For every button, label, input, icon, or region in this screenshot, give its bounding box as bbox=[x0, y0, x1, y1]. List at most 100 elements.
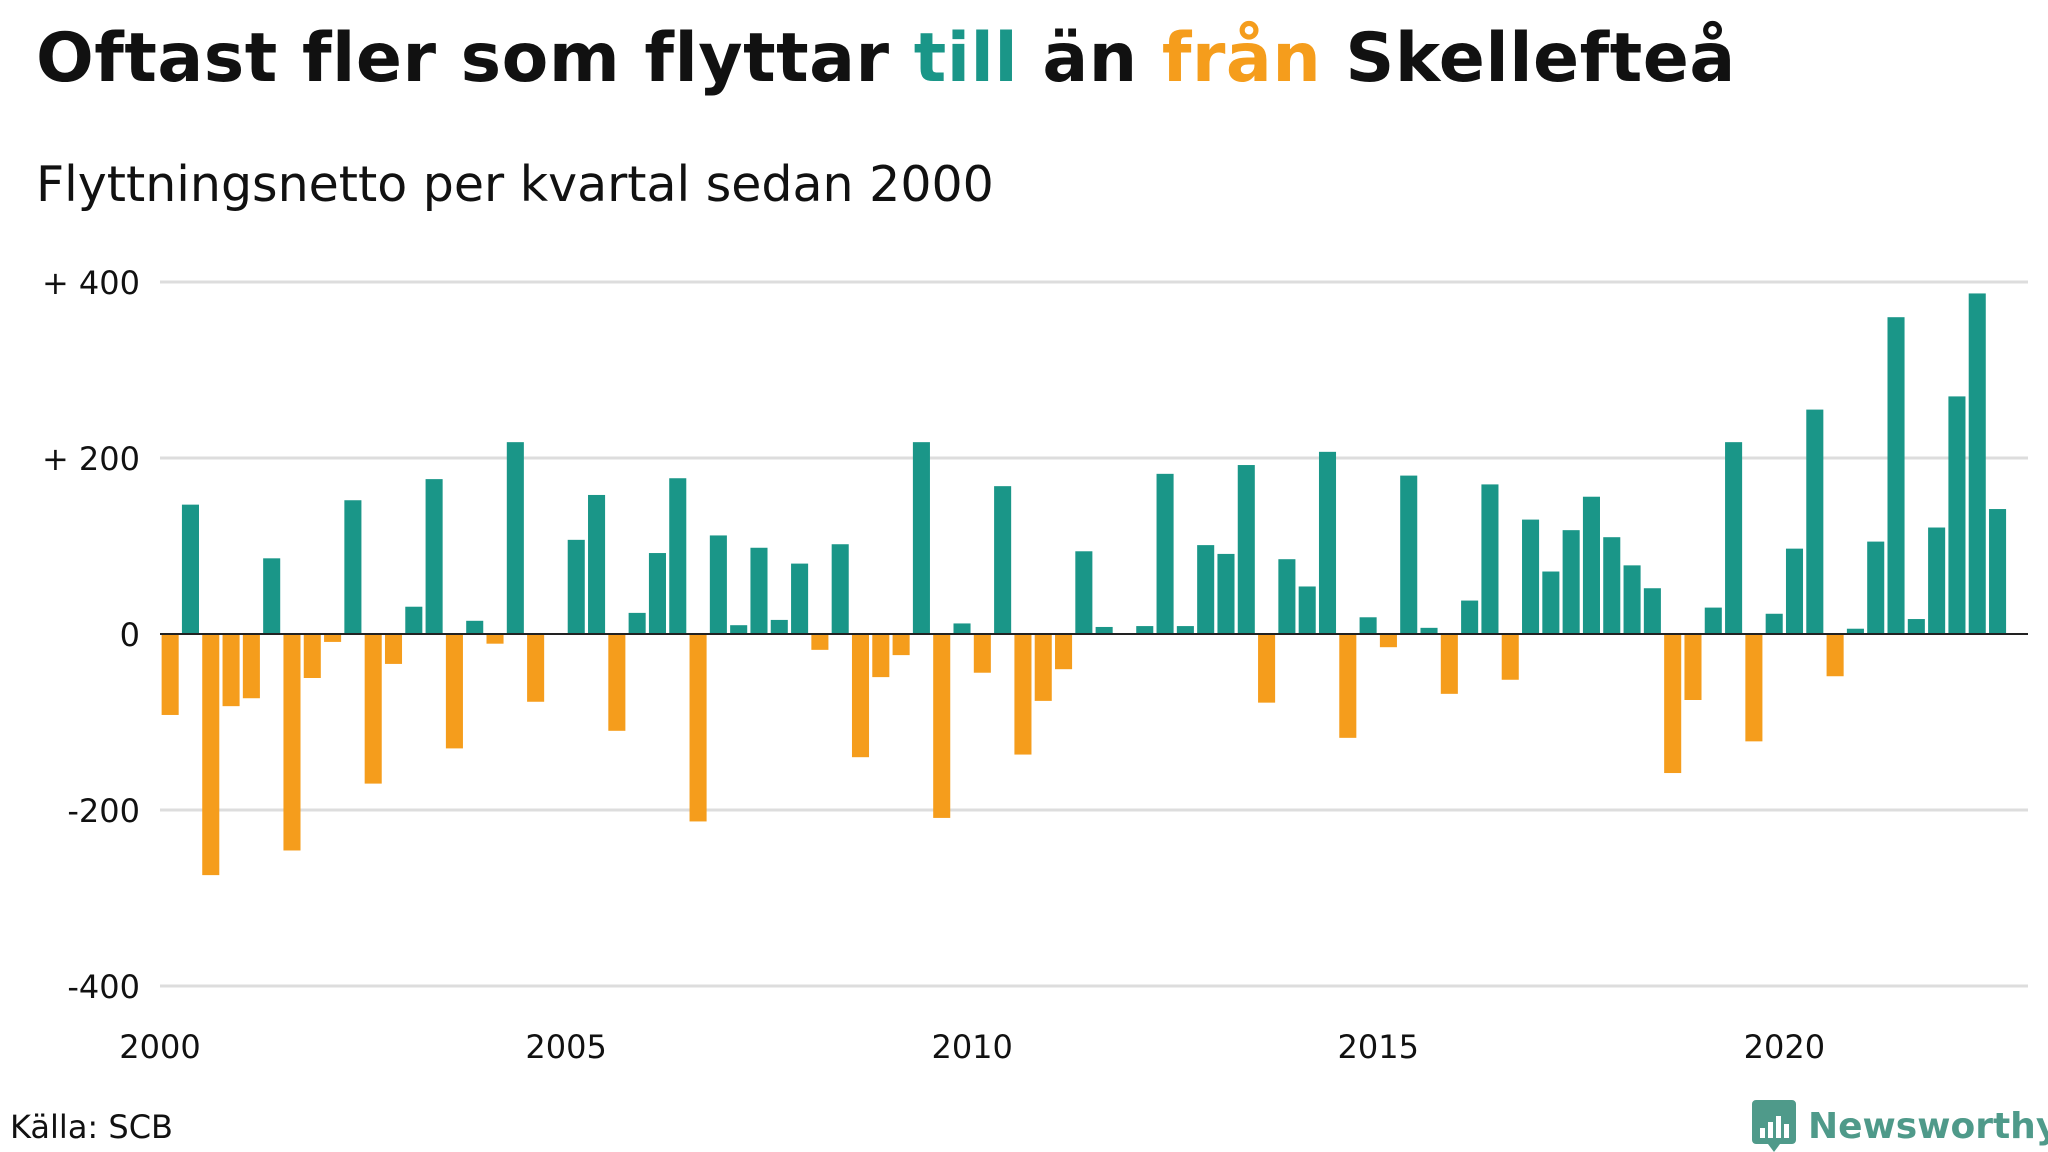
chart-subtitle: Flyttningsnetto per kvartal sedan 2000 bbox=[36, 156, 994, 213]
bar bbox=[344, 500, 362, 634]
y-tick-label: + 200 bbox=[42, 440, 140, 478]
bar bbox=[1643, 588, 1661, 634]
bar bbox=[791, 563, 809, 634]
bar bbox=[628, 612, 646, 634]
bar bbox=[1725, 442, 1743, 634]
title-part-3: Skellefteå bbox=[1321, 19, 1736, 98]
bar bbox=[405, 606, 423, 634]
gridlines bbox=[160, 280, 2028, 988]
bar bbox=[466, 620, 484, 634]
bar bbox=[1887, 317, 1905, 634]
bar bbox=[1339, 634, 1357, 738]
bar bbox=[263, 558, 281, 634]
y-tick-label: -200 bbox=[67, 792, 140, 830]
bar bbox=[588, 494, 606, 634]
bar bbox=[608, 634, 626, 731]
bar bbox=[181, 504, 199, 634]
bar bbox=[831, 544, 849, 634]
bars bbox=[161, 293, 2007, 876]
bar bbox=[1785, 548, 1804, 634]
y-tick-label: + 400 bbox=[42, 264, 140, 302]
chart-title: Oftast fler som flyttar till än från Ske… bbox=[36, 18, 1736, 100]
bar bbox=[222, 634, 240, 707]
brand-logo[interactable]: Newsworthy bbox=[1752, 1100, 2048, 1152]
bar bbox=[648, 553, 666, 634]
chart-bubble-icon bbox=[1752, 1100, 1796, 1152]
bar bbox=[689, 634, 707, 822]
bar bbox=[303, 634, 321, 678]
source-note: Källa: SCB bbox=[10, 1108, 173, 1146]
bar bbox=[1420, 627, 1438, 634]
bar bbox=[1258, 634, 1276, 703]
bar bbox=[994, 486, 1012, 634]
bar bbox=[283, 634, 301, 851]
bar bbox=[1237, 465, 1255, 634]
bar bbox=[1136, 626, 1154, 634]
bar bbox=[1278, 559, 1296, 634]
bar bbox=[567, 539, 585, 634]
bar bbox=[1907, 619, 1925, 634]
bar bbox=[851, 634, 870, 758]
bar bbox=[1359, 617, 1377, 634]
bar bbox=[750, 547, 768, 634]
x-tick-label: 2000 bbox=[119, 1028, 200, 1066]
bar bbox=[1603, 537, 1621, 634]
bar bbox=[1542, 571, 1560, 634]
bar bbox=[1846, 628, 1864, 634]
bar bbox=[1379, 634, 1397, 648]
x-tick-label: 2015 bbox=[1338, 1028, 1419, 1066]
bar bbox=[1582, 496, 1600, 634]
x-tick-label: 2020 bbox=[1744, 1028, 1825, 1066]
bar bbox=[1075, 551, 1093, 634]
bar bbox=[324, 634, 342, 642]
bar bbox=[1826, 634, 1844, 677]
bar bbox=[892, 634, 910, 656]
bar bbox=[445, 634, 463, 749]
bar bbox=[1968, 293, 1986, 634]
bar bbox=[384, 634, 403, 664]
bar bbox=[1318, 451, 1337, 634]
brand-name: Newsworthy bbox=[1808, 1105, 2048, 1147]
bar bbox=[1481, 484, 1499, 634]
bar bbox=[1745, 634, 1763, 742]
bar bbox=[770, 619, 788, 634]
bar bbox=[1014, 634, 1032, 755]
bar bbox=[161, 634, 179, 715]
bar bbox=[1055, 634, 1073, 670]
title-part-1: Oftast fler som flyttar bbox=[36, 19, 914, 98]
x-tick-label: 2005 bbox=[525, 1028, 606, 1066]
bar bbox=[425, 479, 443, 634]
bar bbox=[669, 478, 687, 634]
bar bbox=[364, 634, 382, 784]
bar bbox=[1704, 607, 1722, 634]
x-axis: 2000 2005 2010 2015 2020 bbox=[119, 1028, 1825, 1066]
bar bbox=[1461, 600, 1479, 634]
bar bbox=[933, 634, 951, 818]
bar bbox=[811, 634, 829, 650]
bar bbox=[1623, 565, 1641, 634]
x-tick-label: 2010 bbox=[931, 1028, 1012, 1066]
bar bbox=[242, 634, 260, 699]
bar bbox=[1948, 396, 1966, 634]
y-axis: + 400 + 200 0 -200 -400 bbox=[42, 264, 140, 1006]
title-part-2: än bbox=[1018, 19, 1162, 98]
bar bbox=[1522, 519, 1540, 634]
bar bbox=[1989, 509, 2007, 634]
y-tick-label: -400 bbox=[67, 968, 140, 1006]
bar bbox=[506, 442, 524, 634]
bar bbox=[973, 634, 991, 673]
bar bbox=[202, 634, 220, 876]
bar bbox=[1684, 634, 1702, 700]
bar bbox=[730, 625, 748, 634]
bar bbox=[1156, 473, 1174, 634]
bar bbox=[486, 634, 504, 644]
bar bbox=[527, 634, 545, 702]
bar bbox=[1176, 626, 1194, 634]
bar bbox=[1440, 634, 1458, 694]
bar bbox=[1501, 634, 1519, 680]
bar bbox=[1197, 545, 1215, 634]
y-tick-label: 0 bbox=[120, 616, 140, 654]
bar bbox=[953, 623, 971, 634]
bar bbox=[1928, 527, 1946, 634]
